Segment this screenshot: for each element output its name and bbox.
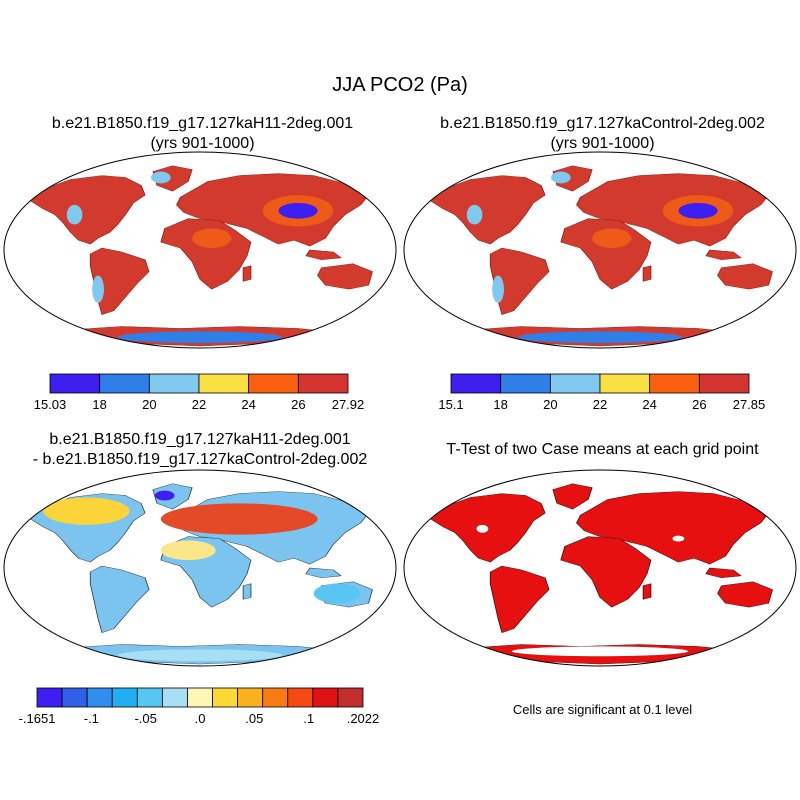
warm-eurasia	[160, 503, 318, 535]
tibet-core-case2	[678, 202, 718, 219]
colorbar-swatch	[698, 373, 750, 394]
colorbar-swatch	[86, 687, 113, 708]
case2-title-line2: (yrs 901-1000)	[550, 135, 655, 152]
colorbar-swatch	[312, 687, 339, 708]
antarctica-case2	[517, 331, 683, 344]
case2-title-line1: b.e21.B1850.f19_g17.127kaControl-2deg.00…	[440, 115, 765, 132]
colorbar-label: 26	[692, 397, 706, 412]
greenland-case2	[551, 171, 571, 184]
colorbar-swatch	[198, 373, 250, 394]
tibet-core-case1	[278, 202, 318, 219]
colorbar-swatch	[99, 373, 150, 394]
colorbar-swatch	[450, 373, 502, 394]
colorbar-difference: -.1651 -.1 -.05 .0 .05 .1 .2022	[19, 687, 380, 726]
colorbar-label: .05	[245, 711, 263, 726]
colorbar-label: 26	[291, 397, 305, 412]
colorbar-swatch	[148, 373, 200, 394]
panel-title-difference: b.e21.B1850.f19_g17.127kaH11-2deg.001 - …	[0, 430, 400, 470]
panel-title-case2: b.e21.B1850.f19_g17.127kaControl-2deg.00…	[405, 114, 800, 154]
case1-title-line2: (yrs 901-1000)	[150, 135, 255, 152]
colorbar-label: 20	[543, 397, 557, 412]
colorbar-swatch	[248, 373, 299, 394]
significance-note: Cells are significant at 0.1 level	[512, 702, 693, 717]
rockies-case2	[466, 204, 483, 225]
map-border-difference	[3, 469, 397, 667]
panel-title-ttest: T-Test of two Case means at each grid po…	[405, 440, 800, 460]
ttest-title-line1: T-Test of two Case means at each grid po…	[446, 441, 759, 458]
colorbar-label: 20	[142, 397, 156, 412]
cool-greenland	[154, 490, 175, 501]
greenland-case1	[151, 171, 171, 184]
colorbar-swatch	[549, 373, 601, 394]
sahara-case1	[192, 228, 232, 249]
colorbar-label: 18	[92, 397, 106, 412]
andes-case2	[492, 275, 504, 303]
colorbar-label: .0	[195, 711, 206, 726]
antarctica-difference	[117, 649, 283, 662]
colorbar-label: 27.85	[733, 397, 766, 412]
colorbar-label: 18	[493, 397, 507, 412]
colorbar-label: .2022	[347, 711, 380, 726]
colorbar-label: -.1651	[19, 711, 56, 726]
colorbar-swatch	[297, 373, 349, 394]
andes-case1	[92, 275, 104, 303]
colorbar-swatch	[136, 687, 163, 708]
colorbar-swatch	[61, 687, 88, 708]
difference-title-line1: b.e21.B1850.f19_g17.127kaH11-2deg.001	[49, 431, 351, 448]
map-case2	[403, 151, 797, 349]
colorbar-label: -.05	[134, 711, 156, 726]
colorbar-case2: 15.1 18 20 22 24 26 27.85	[438, 373, 766, 412]
colorbar-swatch	[287, 687, 314, 708]
colorbar-label: 22	[593, 397, 607, 412]
colorbar-swatch	[111, 687, 138, 708]
colorbar-swatch	[187, 687, 213, 708]
warm-north-africa	[160, 540, 216, 561]
colorbar-swatch	[49, 373, 101, 394]
colorbar-label: 22	[192, 397, 206, 412]
map-border-case1	[3, 151, 397, 349]
colorbar-swatch	[649, 373, 700, 394]
cool-australia	[313, 583, 361, 604]
colorbar-label: 24	[241, 397, 255, 412]
ttest-gap-1	[476, 524, 489, 533]
rockies-case1	[66, 204, 83, 225]
warm-canada	[43, 497, 130, 525]
panel-title-case1: b.e21.B1850.f19_g17.127kaH11-2deg.001 (y…	[10, 114, 395, 154]
colorbar-label: 15.03	[34, 397, 67, 412]
difference-title-line2: - b.e21.B1850.f19_g17.127kaControl-2deg.…	[32, 451, 368, 468]
ttest-antarctica-gap	[511, 646, 689, 657]
map-difference	[3, 469, 397, 667]
colorbar-swatch	[36, 687, 63, 708]
colorbar-swatch	[212, 687, 239, 708]
colorbar-swatch	[337, 687, 364, 708]
colorbar-swatch	[599, 373, 651, 394]
colorbar-swatch	[500, 373, 551, 394]
ttest-gap-2	[672, 535, 685, 542]
sahara-case2	[592, 228, 632, 249]
colorbar-label: 27.92	[332, 397, 365, 412]
colorbar-swatch	[237, 687, 264, 708]
colorbar-swatch	[262, 687, 289, 708]
map-border-ttest	[403, 469, 797, 667]
colorbar-label: .1	[303, 711, 314, 726]
colorbar-case1: 15.03 18 20 22 24 26 27.92	[34, 373, 365, 412]
colorbar-label: -.1	[84, 711, 99, 726]
map-ttest	[403, 469, 797, 667]
antarctica-case1	[117, 331, 283, 344]
colorbar-label: 15.1	[438, 397, 463, 412]
figure-title: JJA PCO2 (Pa)	[332, 74, 468, 96]
colorbar-label: 24	[642, 397, 656, 412]
map-border-case2	[403, 151, 797, 349]
map-case1	[3, 151, 397, 349]
case1-title-line1: b.e21.B1850.f19_g17.127kaH11-2deg.001	[51, 115, 354, 132]
colorbar-swatch	[161, 687, 188, 708]
